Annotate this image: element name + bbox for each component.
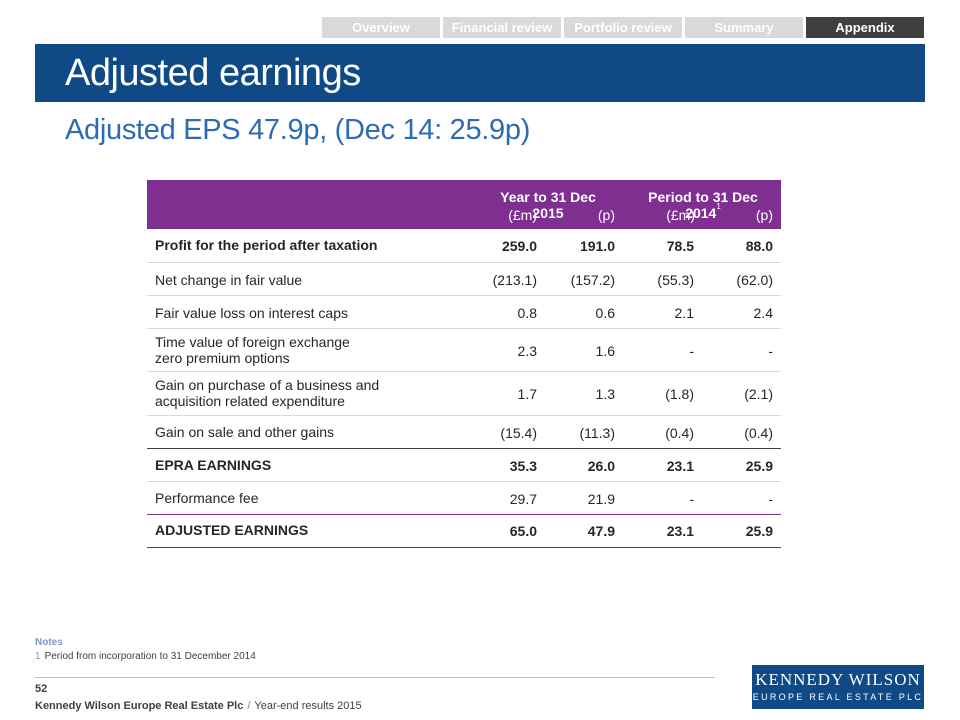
table-header: Year to 31 Dec 2015 Period to 31 Dec 201… [147, 180, 781, 229]
unit-header: (£m) [508, 207, 537, 223]
tab-overview[interactable]: Overview [322, 17, 440, 38]
footer-text: Kennedy Wilson Europe Real Estate Plc / Ye… [35, 700, 362, 712]
row-label: EPRA EARNINGS [155, 457, 272, 473]
tab-portfolio-review[interactable]: Portfolio review [564, 17, 682, 38]
footnote-marker: 1 [716, 202, 721, 211]
cell-value: (1.8) [665, 386, 694, 402]
cell-value: (55.3) [657, 272, 694, 288]
cell-value: (213.1) [492, 272, 537, 288]
cell-value: 47.9 [587, 523, 615, 539]
footer-document: Year-end results 2015 [254, 700, 362, 712]
cell-value: 21.9 [587, 491, 615, 507]
cell-value: - [768, 343, 773, 359]
cell-value: - [689, 343, 694, 359]
unit-header: (p) [597, 207, 615, 223]
note-text: Period from incorporation to 31 December… [44, 651, 256, 662]
cell-value: 191.0 [579, 238, 615, 254]
row-label: Performance fee [155, 490, 259, 506]
footer-company: Kennedy Wilson Europe Real Estate Plc [35, 700, 244, 712]
table-row: ADJUSTED EARNINGS 65.0 47.9 23.1 25.9 [147, 515, 781, 548]
cell-value: 23.1 [666, 458, 694, 474]
cell-value: 65.0 [509, 523, 537, 539]
cell-value: (157.2) [570, 272, 615, 288]
cell-value: 25.9 [745, 523, 773, 539]
cell-value: 23.1 [666, 523, 694, 539]
cell-value: 78.5 [666, 238, 694, 254]
cell-value: 259.0 [501, 238, 537, 254]
cell-value: 1.6 [595, 343, 615, 359]
row-label: ADJUSTED EARNINGS [155, 522, 309, 538]
cell-value: 0.6 [595, 305, 615, 321]
cell-value: (62.0) [736, 272, 773, 288]
cell-value: 2.4 [753, 305, 773, 321]
note-number: 1 [35, 651, 41, 662]
row-label: Net change in fair value [155, 272, 303, 288]
row-label: Gain on purchase of a business and acqui… [155, 377, 380, 409]
table-row: Performance fee 29.7 21.9 - - [147, 482, 781, 515]
table-row: Gain on sale and other gains (15.4) (11.… [147, 416, 781, 449]
page-subtitle: Adjusted EPS 47.9p, (Dec 14: 25.9p) [65, 114, 531, 146]
row-label: Time value of foreign exchange zero prem… [155, 334, 350, 366]
earnings-table: Year to 31 Dec 2015 Period to 31 Dec 201… [147, 180, 781, 548]
table-row: Net change in fair value (213.1) (157.2)… [147, 263, 781, 296]
cell-value: (0.4) [665, 425, 694, 441]
cell-value: 29.7 [509, 491, 537, 507]
unit-header: (£m) [666, 207, 695, 223]
title-bar [35, 44, 925, 102]
cell-value: (0.4) [744, 425, 773, 441]
tab-summary[interactable]: Summary [685, 17, 803, 38]
cell-value: - [689, 491, 694, 507]
logo-main-text: KENNEDY WILSON [755, 670, 921, 689]
row-label: Profit for the period after taxation [155, 237, 378, 253]
cell-value: 2.1 [674, 305, 694, 321]
tab-financial-review[interactable]: Financial review [443, 17, 561, 38]
table-row: Gain on purchase of a business and acqui… [147, 372, 781, 416]
page-title: Adjusted earnings [65, 52, 361, 94]
cell-value: 25.9 [745, 458, 773, 474]
cell-value: 35.3 [509, 458, 537, 474]
header-year-2015: Year to 31 Dec 2015 [500, 189, 596, 221]
tab-appendix[interactable]: Appendix [806, 17, 924, 38]
row-label: Gain on sale and other gains [155, 424, 335, 440]
table-row: Profit for the period after taxation 259… [147, 229, 781, 263]
table-row: Time value of foreign exchange zero prem… [147, 329, 781, 372]
notes: Notes 1 Period from incorporation to 31 D… [35, 637, 256, 662]
cell-value: 1.3 [595, 386, 615, 402]
cell-value: (11.3) [579, 425, 615, 441]
notes-title: Notes [35, 637, 63, 648]
row-label: Fair value loss on interest caps [155, 305, 348, 321]
cell-value: 2.3 [517, 343, 537, 359]
cell-value: - [768, 491, 773, 507]
footer-slash: / [247, 700, 251, 712]
table-row: EPRA EARNINGS 35.3 26.0 23.1 25.9 [147, 449, 781, 482]
cell-value: 26.0 [587, 458, 615, 474]
footer-divider [35, 677, 715, 678]
section-nav: Overview Financial review Portfolio revi… [322, 17, 924, 38]
cell-value: (15.4) [500, 425, 537, 441]
note-item: 1 Period from incorporation to 31 Decembe… [35, 651, 256, 662]
cell-value: 88.0 [745, 238, 773, 254]
cell-value: (2.1) [744, 386, 773, 402]
logo-sub-text: EUROPE REAL ESTATE PLC [752, 692, 924, 702]
kennedy-wilson-logo: KENNEDY WILSON EUROPE REAL ESTATE PLC [752, 665, 924, 709]
page-number: 52 [35, 683, 48, 695]
header-period-2014: Period to 31 Dec 20141 [631, 189, 775, 221]
unit-header: (p) [755, 207, 773, 223]
table-row: Fair value loss on interest caps 0.8 0.6… [147, 296, 781, 329]
cell-value: 1.7 [517, 386, 537, 402]
cell-value: 0.8 [517, 305, 537, 321]
header-period-2014-label: Period to 31 Dec 2014 [648, 189, 758, 221]
